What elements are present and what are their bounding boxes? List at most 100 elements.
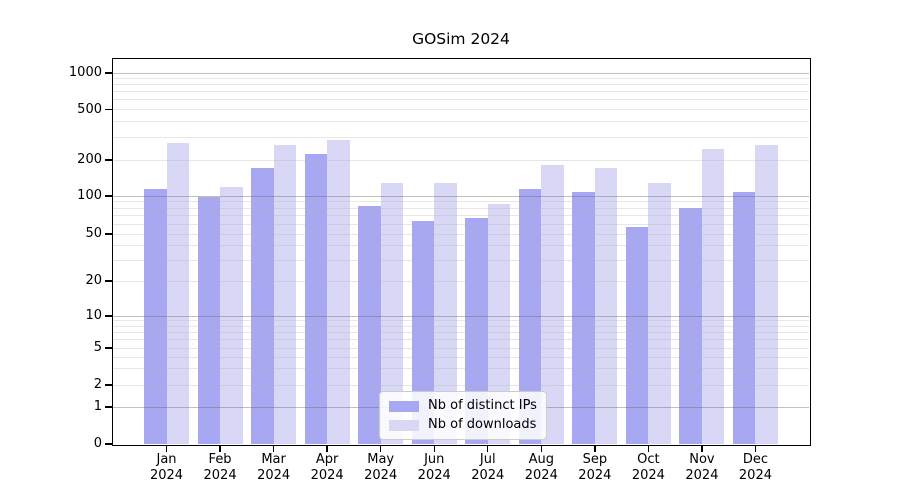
bar-downloads-sep bbox=[594, 168, 618, 444]
x-tick-year: 2024 bbox=[257, 468, 291, 483]
legend-item-downloads: Nb of downloads bbox=[389, 418, 537, 432]
y-tick-label: 200 bbox=[77, 152, 102, 167]
gridline-minor bbox=[113, 325, 809, 327]
legend-label: Nb of downloads bbox=[428, 417, 537, 432]
gridline-minor bbox=[113, 368, 809, 370]
x-tick-mark bbox=[647, 445, 650, 452]
x-tick-mark bbox=[272, 445, 275, 452]
gridline-minor bbox=[113, 84, 809, 86]
legend: Nb of distinct IPs Nb of downloads bbox=[379, 391, 547, 440]
gridline-minor bbox=[113, 244, 809, 246]
bar-downloads-oct bbox=[648, 183, 671, 444]
x-tick-year: 2024 bbox=[631, 468, 665, 483]
bar-downloads-may bbox=[380, 183, 404, 444]
legend-swatch-downloads-icon bbox=[389, 419, 419, 431]
x-tick-label: Jun 2024 bbox=[406, 452, 462, 484]
legend-swatch-distinct-ips-icon bbox=[389, 400, 419, 412]
x-tick-month: Sep bbox=[582, 452, 608, 467]
bar-downloads-jun bbox=[434, 183, 457, 444]
bar-distinct-ips-dec bbox=[732, 192, 756, 444]
legend-item-distinct-ips: Nb of distinct IPs bbox=[389, 399, 537, 413]
x-tick-month: Feb bbox=[208, 452, 232, 467]
bar-distinct-ips-feb bbox=[197, 196, 221, 444]
gridline-major bbox=[113, 195, 809, 197]
x-tick-month: Mar bbox=[261, 452, 286, 467]
x-tick-year: 2024 bbox=[471, 468, 505, 483]
x-tick-mark bbox=[326, 445, 328, 452]
x-tick-mark bbox=[594, 445, 596, 452]
y-tick-mark bbox=[105, 406, 112, 408]
x-tick-year: 2024 bbox=[524, 468, 558, 483]
y-tick-label: 5 bbox=[93, 340, 102, 355]
x-tick-month: Jul bbox=[479, 452, 496, 467]
bar-downloads-mar bbox=[273, 145, 297, 444]
x-tick-year: 2024 bbox=[149, 468, 184, 483]
y-tick-mark bbox=[105, 384, 112, 386]
bar-distinct-ips-jan bbox=[144, 188, 167, 444]
x-tick-mark bbox=[701, 445, 703, 452]
x-tick-label: Nov 2024 bbox=[674, 452, 730, 484]
x-tick-mark bbox=[433, 445, 435, 452]
y-tick-mark bbox=[105, 347, 112, 349]
x-tick-mark bbox=[219, 445, 221, 452]
x-tick-year: 2024 bbox=[578, 468, 612, 483]
bar-distinct-ips-oct bbox=[625, 226, 649, 444]
x-tick-mark bbox=[754, 445, 757, 452]
bar-distinct-ips-jul bbox=[465, 217, 488, 444]
gridline-minor bbox=[113, 201, 809, 203]
y-tick-mark bbox=[105, 280, 112, 282]
bar-distinct-ips-sep bbox=[572, 192, 595, 444]
bar-downloads-nov bbox=[701, 148, 725, 444]
gridline-minor bbox=[113, 320, 809, 322]
x-tick-mark bbox=[379, 445, 382, 452]
gridline-minor bbox=[113, 137, 809, 139]
gridline-minor bbox=[113, 99, 809, 101]
bar-downloads-dec bbox=[755, 145, 778, 444]
y-tick-mark bbox=[105, 195, 112, 197]
x-tick-month: Nov bbox=[689, 452, 715, 467]
gridline-minor bbox=[113, 207, 809, 209]
x-tick-label: Jan 2024 bbox=[139, 452, 195, 484]
y-tick-label: 50 bbox=[85, 226, 102, 241]
bar-distinct-ips-aug bbox=[518, 189, 542, 444]
y-tick-label: 1 bbox=[93, 399, 102, 414]
bar-downloads-jan bbox=[166, 143, 190, 444]
x-tick-label: Aug 2024 bbox=[513, 452, 569, 484]
gridline-minor bbox=[113, 159, 809, 161]
x-tick-year: 2024 bbox=[310, 468, 344, 483]
x-tick-year: 2024 bbox=[685, 468, 719, 483]
gridline-major bbox=[113, 72, 809, 74]
gridline-minor bbox=[113, 233, 809, 235]
x-tick-label: Dec 2024 bbox=[727, 452, 783, 484]
y-tick-mark bbox=[105, 233, 112, 235]
legend-label: Nb of distinct IPs bbox=[428, 398, 537, 413]
bar-downloads-jul bbox=[487, 204, 511, 444]
gridline-minor bbox=[113, 280, 809, 282]
gridline-minor bbox=[113, 91, 809, 93]
bar-distinct-ips-mar bbox=[251, 167, 274, 444]
y-tick-label: 10 bbox=[85, 308, 102, 323]
x-tick-year: 2024 bbox=[417, 468, 451, 483]
gridline-major bbox=[113, 315, 809, 317]
y-tick-mark bbox=[105, 72, 112, 74]
bar-distinct-ips-apr bbox=[304, 153, 328, 444]
bar-distinct-ips-may bbox=[358, 206, 381, 444]
gridline-minor bbox=[113, 109, 809, 110]
y-tick-label: 500 bbox=[77, 101, 102, 117]
x-tick-month: Jan bbox=[156, 452, 177, 467]
x-tick-month: Oct bbox=[637, 452, 660, 467]
x-tick-year: 2024 bbox=[364, 468, 398, 483]
x-tick-label: May 2024 bbox=[353, 452, 409, 484]
y-tick-label: 100 bbox=[77, 188, 102, 203]
chart-title: GOSim 2024 bbox=[412, 30, 510, 48]
bar-downloads-aug bbox=[541, 164, 564, 444]
gridline-minor bbox=[113, 215, 809, 217]
gridline-minor bbox=[113, 259, 809, 261]
gridline-minor bbox=[113, 78, 809, 80]
x-tick-mark bbox=[165, 445, 168, 452]
x-tick-label: Feb 2024 bbox=[192, 452, 248, 484]
gridline-minor bbox=[113, 384, 809, 386]
x-tick-mark bbox=[487, 445, 489, 452]
